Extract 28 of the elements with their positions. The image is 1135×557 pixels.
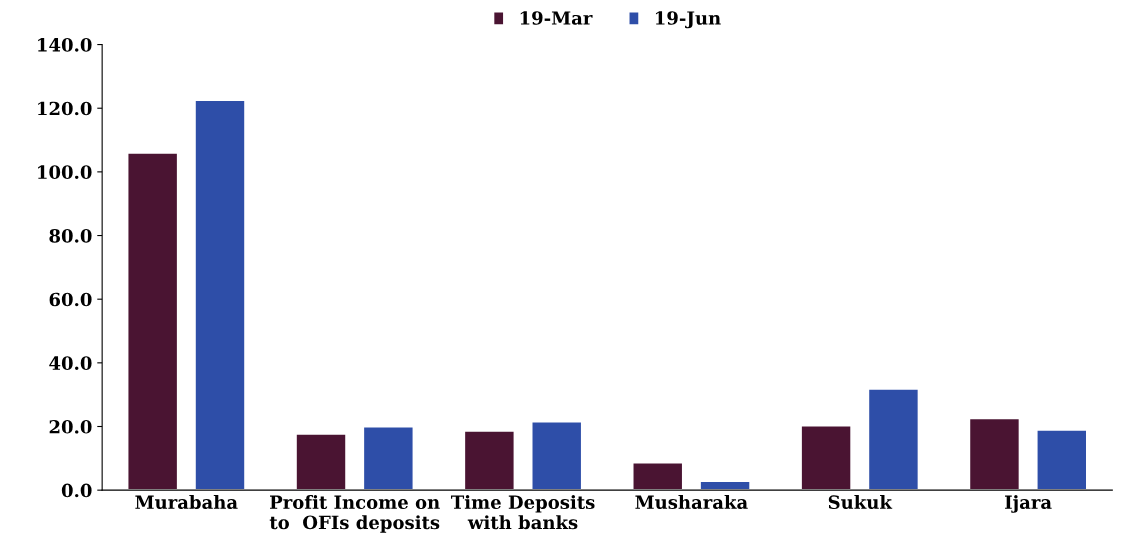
bar (193, 98, 247, 491)
y-tick-label: 80.0 (49, 228, 92, 243)
x-tick-label: Murabaha (135, 495, 238, 509)
x-tick-label: Sukuk (828, 495, 893, 509)
bar (968, 417, 1021, 491)
y-tick-label: 60.0 (49, 292, 92, 307)
legend-label: 19-Mar (520, 11, 593, 25)
x-tick-label: Ijara (1005, 495, 1052, 513)
x-tick-label: Time Deposits with banks (450, 495, 595, 530)
legend-label: 19-Jun (655, 11, 721, 29)
bar (362, 425, 415, 491)
y-tick-label: 0.0 (61, 483, 92, 498)
bar (463, 429, 516, 491)
y-tick-label: 120.0 (38, 101, 92, 116)
y-tick-label: 40.0 (49, 356, 92, 370)
y-tick-label: 20.0 (49, 419, 92, 434)
bar (530, 420, 584, 491)
bar (631, 461, 685, 491)
x-tick-label: Musharaka (635, 495, 748, 509)
bar (799, 424, 853, 491)
bar (126, 151, 179, 491)
bar (698, 479, 752, 491)
y-tick-label: 140.0 (38, 38, 92, 52)
y-tick-label: 100.0 (38, 165, 92, 179)
x-tick-label: Profit Income on to OFIs deposits (269, 495, 440, 533)
bar (867, 387, 920, 491)
bar (1035, 428, 1089, 491)
bar (294, 432, 348, 491)
